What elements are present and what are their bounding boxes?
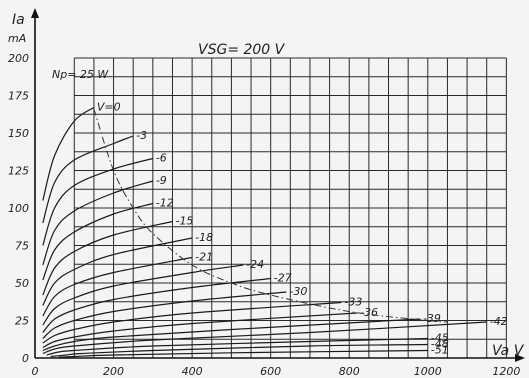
x-tick-label: 1200 [492, 365, 520, 378]
plate-curve [42, 202, 153, 281]
x-tick-label: 800 [339, 365, 360, 378]
plate-curve [42, 220, 173, 296]
plate-curve [42, 301, 342, 344]
plate-curves [42, 106, 487, 358]
curve-label: -3 [136, 129, 147, 142]
curve-label: -18 [195, 231, 213, 244]
curve-label: -48 [431, 338, 449, 351]
plate-curve [42, 277, 271, 333]
plate-curve [58, 349, 428, 358]
curve-label: -33 [344, 296, 362, 309]
chart-title: VSG= 200 V [198, 42, 286, 58]
curve-label: -9 [156, 174, 167, 187]
curve-label: -45 [431, 332, 449, 345]
tick-labels: 0 200 400 600 800 1000 1200 0 25 50 75 100 125 150 175… [8, 52, 520, 378]
y-tick-label: 150 [8, 127, 29, 140]
plate-curve [46, 337, 428, 356]
x-tick-label: 0 [32, 365, 39, 378]
plate-curve [50, 343, 428, 358]
curve-label: -15 [175, 215, 193, 228]
y-tick-label: 25 [15, 315, 29, 328]
y-axis-unit: mA [8, 32, 26, 45]
plate-curve [42, 157, 153, 246]
x-tick-label: 400 [182, 365, 203, 378]
grid [73, 57, 507, 358]
axes [31, 8, 525, 362]
curve-label: -21 [195, 251, 213, 264]
plate-curve [42, 318, 420, 352]
x-axis-title: Va V [492, 343, 525, 359]
x-axis-arrow-icon [515, 354, 525, 362]
y-tick-label: 200 [8, 52, 29, 65]
plate-curve [42, 312, 358, 349]
y-tick-label: 50 [15, 277, 29, 290]
grid-voltage-labels: V=0 -3 -6 -9 -12-15-18 -21 -24 -27-30 -33-36 -39 -… [97, 101, 508, 357]
plate-curve [42, 135, 134, 224]
y-tick-label: 100 [8, 202, 29, 215]
plate-curve [42, 106, 95, 201]
curve-label: -36 [360, 306, 378, 319]
plate-curve [42, 264, 244, 326]
x-tick-label: 200 [103, 365, 124, 378]
plate-curve [42, 180, 153, 266]
y-tick-label: 0 [22, 352, 29, 365]
curve-label: -39 [423, 312, 441, 325]
dissipation-curve [93, 108, 448, 323]
plate-curve [42, 321, 487, 355]
curve-label: -51 [431, 344, 449, 357]
curve-label: V=0 [97, 101, 121, 114]
x-tick-label: 1000 [414, 365, 442, 378]
dissipation-label: Np= 25 W [52, 68, 109, 81]
curve-label: -27 [274, 272, 292, 285]
plate-curve [42, 291, 287, 339]
curve-label: -12 [156, 197, 174, 210]
curve-label: -30 [289, 285, 307, 298]
y-axis-arrow-icon [31, 8, 39, 18]
y-axis-title: Ia [12, 12, 25, 28]
x-tick-label: 600 [260, 365, 281, 378]
curve-label: -24 [246, 258, 264, 271]
curve-label: -42 [490, 315, 508, 328]
y-tick-label: 75 [15, 240, 29, 253]
y-tick-label: 175 [8, 90, 29, 103]
curve-label: -6 [156, 152, 167, 165]
y-tick-label: 125 [8, 165, 29, 178]
plate-curve [42, 256, 193, 317]
plate-curve [42, 237, 193, 306]
